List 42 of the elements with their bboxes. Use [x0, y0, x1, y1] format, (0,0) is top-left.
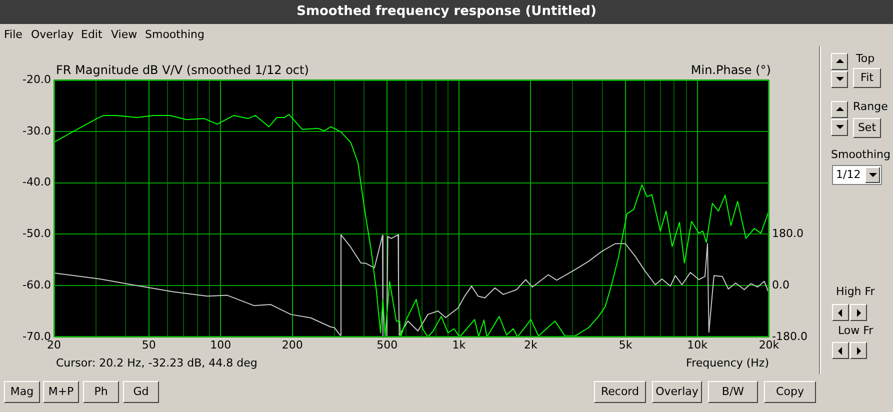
text: Copy	[764, 381, 816, 403]
chart-title: Smoothed frequency response (Untitled)	[0, 0, 893, 24]
x-tick-label: 5k	[618, 338, 633, 352]
x-tick-label: 1k	[452, 338, 466, 352]
y-tick-label: -40.0	[22, 176, 51, 189]
y-tick-label: -70.0	[22, 330, 51, 343]
text: Overlay	[31, 28, 74, 41]
text: Edit	[81, 28, 102, 41]
y-tick-label: -50.0	[22, 227, 51, 240]
text: Ph	[83, 381, 119, 403]
text: B/W	[708, 381, 758, 403]
y-tick-label: -60.0	[22, 278, 51, 292]
text: Smoothing	[145, 28, 204, 41]
text: Cursor: 20.2 Hz, -32.23 dB, 44.8 deg	[56, 356, 258, 370]
text: Range	[853, 100, 888, 113]
text: Top	[856, 52, 875, 65]
text: Gd	[123, 381, 159, 403]
text: Overlay	[652, 381, 702, 403]
y-tick-label: -30.0	[22, 124, 51, 138]
text: High Fr	[836, 285, 875, 298]
y-axis-title: FR Magnitude dB V/V (smoothed 1/12 oct)	[56, 63, 309, 78]
x-tick-label: 2k	[524, 338, 538, 352]
text: Fit	[853, 68, 881, 88]
y2-tick-label: 180.0	[772, 227, 804, 240]
y-tick-label: -20.0	[22, 72, 51, 86]
text: Set	[853, 118, 881, 138]
x-tick-label: 100	[210, 338, 232, 352]
text: Record	[594, 381, 646, 403]
text: File	[4, 28, 22, 41]
text: Smoothing	[831, 148, 890, 161]
y2-axis-title: Min.Phase (°)	[690, 63, 771, 78]
x-tick-label: 200	[282, 338, 303, 352]
text: View	[111, 28, 138, 41]
x-tick-label: 50	[142, 338, 156, 352]
text: 1/12	[832, 165, 882, 185]
x-tick-label: 10k	[687, 338, 708, 352]
text: Low Fr	[838, 324, 874, 337]
text: M+P	[43, 381, 79, 403]
y2-tick-label: 0.0	[772, 278, 790, 292]
text: Mag	[4, 381, 40, 403]
x-axis-title: Frequency (Hz)	[686, 356, 769, 370]
x-tick-label: 500	[376, 338, 398, 352]
